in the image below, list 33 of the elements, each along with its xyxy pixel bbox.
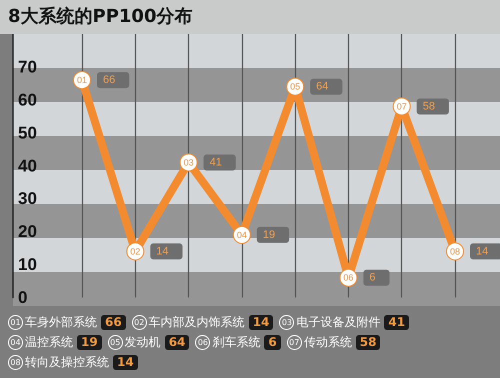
data-label: 66	[103, 74, 116, 86]
y-tick-label: 50	[18, 123, 37, 142]
data-label: 14	[476, 245, 488, 258]
data-label: 6	[369, 272, 376, 284]
data-label: 64	[316, 80, 328, 93]
y-tick-label: 30	[18, 189, 37, 208]
chart-title: 8大系统的PP100分布	[0, 0, 500, 34]
annotation: 04	[236, 230, 247, 240]
annotation: 02	[130, 246, 140, 256]
text: 04 温控系统 19	[9, 335, 99, 350]
text: 08 转向及操控系统 14	[9, 355, 135, 370]
annotation: 08	[450, 246, 460, 256]
annotation: 07	[396, 101, 407, 112]
y-tick-label: 20	[18, 222, 37, 242]
y-tick-label: 10	[18, 255, 37, 274]
text: 01 车身外部系统 66	[9, 315, 123, 330]
text: 02 车内部及内饰系统 14	[133, 315, 270, 330]
annotation: 06	[343, 272, 354, 283]
y-tick-label: 60	[18, 90, 37, 110]
text: 03 电子设备及附件 41	[280, 315, 406, 330]
annotation: 03	[184, 157, 194, 168]
annotation: 05	[290, 82, 300, 92]
data-label: 19	[262, 228, 276, 241]
y-tick-label: 70	[18, 57, 37, 76]
y-tick-label: 0	[18, 288, 28, 307]
text: 06 刹车系统 6	[196, 335, 278, 350]
text: 05 发动机 64	[109, 335, 186, 350]
data-label: 41	[210, 156, 222, 168]
annotation: 01	[76, 75, 88, 86]
text: 07 传动系统 58	[288, 335, 378, 350]
y-tick-label: 40	[18, 156, 37, 176]
data-label: 14	[156, 245, 169, 258]
data-label: 58	[422, 100, 435, 112]
